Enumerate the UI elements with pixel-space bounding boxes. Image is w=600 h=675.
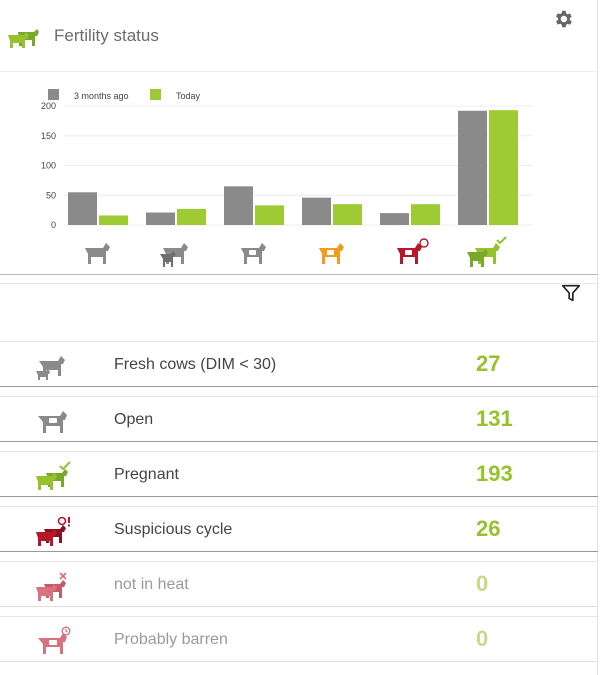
row-count: 0 bbox=[476, 571, 489, 596]
suspicious-cycle-icon bbox=[36, 516, 70, 546]
y-tick-label: 150 bbox=[41, 131, 56, 141]
bar[interactable] bbox=[255, 205, 284, 225]
status-row-probably-barren[interactable]: Probably barren 0 bbox=[0, 616, 598, 662]
bar-chart: 200 150 100 50 0 3 months ago Today bbox=[41, 89, 532, 267]
bar[interactable] bbox=[302, 197, 331, 225]
status-row-pregnant[interactable]: Pregnant 193 bbox=[0, 451, 598, 497]
status-row-not-in-heat[interactable]: not in heat 0 bbox=[0, 561, 598, 607]
row-count: 0 bbox=[476, 626, 489, 651]
legend-label: 3 months ago bbox=[74, 91, 129, 101]
status-row-open[interactable]: Open 131 bbox=[0, 396, 598, 442]
fertility-chart: 200 150 100 50 0 3 months ago Today bbox=[0, 80, 598, 276]
bar[interactable] bbox=[489, 110, 518, 225]
legend-swatch bbox=[150, 89, 161, 100]
row-label: Suspicious cycle bbox=[114, 521, 233, 538]
status-row-fresh-cows[interactable]: Fresh cows (DIM < 30) 27 bbox=[0, 341, 598, 387]
bar[interactable] bbox=[146, 212, 175, 225]
row-count: 131 bbox=[476, 406, 513, 431]
cow-pair-icon bbox=[160, 243, 188, 267]
row-count: 193 bbox=[476, 461, 513, 486]
card-header: Fertility status bbox=[0, 0, 598, 72]
gear-icon[interactable] bbox=[552, 8, 574, 30]
bar[interactable] bbox=[99, 215, 128, 225]
row-label: Fresh cows (DIM < 30) bbox=[114, 356, 277, 373]
chart-bottom-border bbox=[0, 274, 598, 275]
y-tick-label: 50 bbox=[46, 190, 56, 200]
row-label: Probably barren bbox=[114, 631, 228, 648]
pregnant-icon bbox=[467, 236, 507, 267]
status-row-suspicious-cycle[interactable]: Suspicious cycle 26 bbox=[0, 506, 598, 552]
inseminated-cow-icon bbox=[319, 243, 344, 264]
row-count: 26 bbox=[476, 516, 501, 541]
open-cow-icon bbox=[38, 411, 67, 433]
row-label: not in heat bbox=[114, 576, 189, 593]
row-label: Open bbox=[114, 411, 154, 428]
pregnant-icon bbox=[36, 461, 71, 490]
divider bbox=[0, 283, 598, 284]
not-in-heat-icon bbox=[36, 572, 67, 601]
legend-swatch bbox=[48, 89, 59, 100]
bar[interactable] bbox=[224, 186, 253, 225]
bar[interactable] bbox=[411, 204, 440, 225]
probably-barren-icon bbox=[38, 626, 71, 654]
filter-icon[interactable] bbox=[560, 282, 582, 304]
fresh-cows-icon bbox=[36, 356, 65, 380]
bar[interactable] bbox=[177, 208, 206, 225]
bar[interactable] bbox=[458, 110, 487, 225]
bar[interactable] bbox=[68, 192, 97, 225]
fresh-cows-icon bbox=[85, 243, 110, 264]
bar[interactable] bbox=[380, 213, 409, 225]
y-tick-label: 200 bbox=[41, 101, 56, 111]
bar[interactable] bbox=[333, 204, 362, 225]
row-count: 27 bbox=[476, 351, 501, 376]
probably-barren-icon bbox=[397, 238, 429, 264]
y-tick-label: 0 bbox=[51, 220, 56, 230]
legend-label: Today bbox=[176, 91, 201, 101]
y-tick-label: 100 bbox=[41, 161, 56, 171]
open-cow-icon bbox=[241, 243, 266, 264]
row-label: Pregnant bbox=[114, 466, 179, 483]
card-title: Fertility status bbox=[54, 26, 159, 45]
cow-pair-icon bbox=[8, 29, 39, 48]
